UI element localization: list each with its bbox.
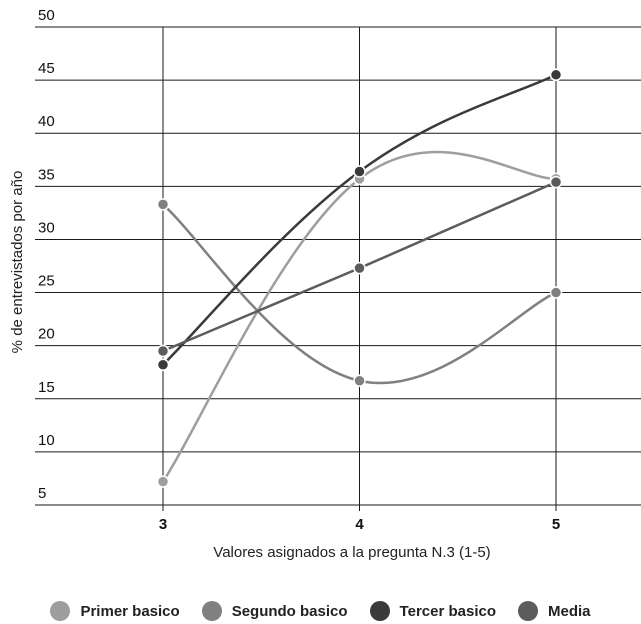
x-tick-label: 3 [159,516,167,533]
grid-lines [35,26,641,511]
legend-label: Media [548,602,591,620]
y-axis-label: % de entrevistados por año [9,171,26,354]
y-tick-label: 25 [38,273,55,290]
y-tick-label: 20 [38,326,55,343]
x-tick-label: 5 [552,516,560,533]
y-tick-label: 40 [38,113,55,130]
legend-swatch [50,601,71,621]
series-line-primer-basico [161,150,557,483]
data-point-tercer-basico [156,358,170,372]
legend-swatch [201,601,222,621]
x-tick-label: 4 [355,516,364,533]
legend-item-media[interactable]: Media [518,601,591,621]
data-point-segundo-basico [353,374,366,387]
data-point-tercer-basico [549,68,563,82]
legend-item-primer-basico[interactable]: Primer basico [50,601,180,621]
data-point-primer-basico [156,475,170,488]
legend: Primer basico Segundo basico Tercer basico… [0,598,641,624]
legend-label: Segundo basico [231,602,348,620]
data-point-media [156,344,170,358]
x-axis-label: Valores asignados a la pregunta N.3 (1-5… [213,544,490,561]
legend-item-tercer-basico[interactable]: Tercer basico [369,601,496,621]
y-tick-label: 45 [38,60,55,77]
data-point-segundo-basico [549,286,563,299]
legend-label: Primer basico [80,602,180,620]
legend-swatch [518,601,538,621]
y-tick-labels: 5 10 15 20 25 30 35 40 45 50 [38,7,55,502]
legend-label: Tercer basico [399,602,496,620]
series-points [156,68,563,488]
legend-swatch [369,601,390,621]
y-tick-label: 50 [38,7,55,24]
y-tick-label: 30 [38,219,55,236]
y-tick-label: 5 [38,485,46,502]
data-point-media [353,261,366,275]
x-tick-labels: 3 4 5 [159,516,560,533]
y-tick-label: 35 [38,166,55,183]
data-point-media [549,175,563,189]
legend-item-segundo-basico[interactable]: Segundo basico [201,601,348,621]
y-tick-label: 15 [38,379,55,396]
data-point-tercer-basico [353,165,366,178]
data-point-segundo-basico [156,198,170,211]
y-tick-label: 10 [38,432,55,449]
